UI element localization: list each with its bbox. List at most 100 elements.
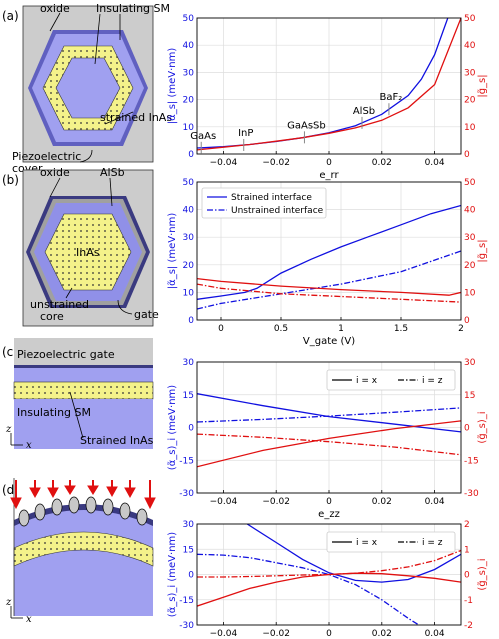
xtick-label: 0.5 xyxy=(274,324,288,334)
chart-c-ezz: −0.04 −0.02 0 0.02 0.04 -30 -15 0 15 30 -30 -15 0 15 3… xyxy=(166,358,488,520)
chart-a-strain: −0.04 −0.02 0 0.02 0.04 0 10 20 30 40 50 0 10 20 30 40 5… xyxy=(166,14,488,181)
ytick-right-label: 50 xyxy=(464,178,476,188)
ytick-left-label: 30 xyxy=(183,520,195,530)
legend-box xyxy=(326,531,456,553)
xlabel: e_zz xyxy=(318,509,340,520)
ylabel-left: |α̃_s| (meV·nm) xyxy=(166,213,178,290)
inas-core xyxy=(44,213,132,291)
label-inas: InAs xyxy=(76,246,100,259)
xtick-label: −0.02 xyxy=(262,629,290,639)
legend-label: Strained interface xyxy=(231,193,312,203)
ylabel-right: (g̃_s)_i xyxy=(476,558,488,590)
legend-label: i = x xyxy=(356,538,378,548)
series-line-3 xyxy=(197,283,461,303)
annotation-label: AlSb xyxy=(353,106,375,117)
axis-x-d: x xyxy=(26,614,32,625)
series-line-0 xyxy=(246,524,461,583)
annotation-label: InP xyxy=(238,128,253,139)
ytick-right-label: -30 xyxy=(464,489,479,499)
series-line-1 xyxy=(197,407,461,423)
annotation-label: GaAs xyxy=(190,131,216,142)
label-strained-inas-c: Strained InAs xyxy=(80,434,154,447)
xtick-label: 0.02 xyxy=(372,158,392,168)
ylabel-left: (α̃_s)_i (meV·nm) xyxy=(166,385,178,470)
ytick-right-label: 0 xyxy=(464,150,470,160)
ytick-right-label: -1 xyxy=(464,596,473,606)
xtick-label: 0.04 xyxy=(425,497,445,507)
plot-frame xyxy=(196,181,462,321)
legend-label: Unstrained interface xyxy=(231,206,324,216)
series-line-1 xyxy=(197,250,461,310)
label-unstrained: unstrained xyxy=(30,298,89,311)
axis-z-d: z xyxy=(5,597,12,608)
ytick-right-label: 40 xyxy=(464,206,476,216)
ytick-right-label: 0 xyxy=(464,424,470,434)
xtick-label: 0 xyxy=(326,629,332,639)
piezo-gate-layer xyxy=(14,338,153,365)
ytick-left-label: 20 xyxy=(183,261,195,271)
schematic-a: (a) oxide Insulating SM strained InAs Pi… xyxy=(2,2,172,175)
annotation-label: GaAsSb xyxy=(287,120,326,131)
ytick-left-label: 0 xyxy=(188,150,194,160)
panel-label-c: (c) xyxy=(2,345,18,359)
xtick-label: −0.02 xyxy=(262,158,290,168)
axis-x-c: x xyxy=(26,440,32,451)
ytick-right-label: 20 xyxy=(464,261,476,271)
legend-box xyxy=(326,369,456,391)
xtick-label: 0 xyxy=(218,324,224,334)
xtick-label: 0 xyxy=(326,158,332,168)
ytick-right-label: 30 xyxy=(464,68,476,78)
label-piezo-gate: Piezoelectric gate xyxy=(17,348,115,361)
piezo-ellipses xyxy=(18,496,148,527)
series-line-1 xyxy=(197,18,461,151)
ytick-left-label: 50 xyxy=(183,178,195,188)
sm-top-c xyxy=(14,368,153,382)
legend-box xyxy=(201,187,327,219)
ytick-right-label: 0 xyxy=(464,571,470,581)
label-alsb: AlSb xyxy=(100,166,125,179)
ytick-left-label: 0 xyxy=(188,316,194,326)
series-line-0 xyxy=(197,204,461,300)
ylabel-right: |g̃_s| xyxy=(476,74,488,97)
ytick-right-label: 30 xyxy=(464,358,476,368)
series-line-2 xyxy=(197,277,461,296)
ylabel-left: (α̃_s)_i (meV·nm) xyxy=(166,532,178,617)
ylabel-right: (g̃_s)_i xyxy=(476,411,488,443)
ytick-left-label: -30 xyxy=(179,489,194,499)
xtick-label: 1.5 xyxy=(394,324,408,334)
ytick-left-label: -15 xyxy=(179,456,194,466)
ytick-left-label: 15 xyxy=(183,391,194,401)
ytick-right-label: 10 xyxy=(464,288,476,298)
ytick-left-label: 40 xyxy=(183,41,195,51)
label-oxide-a: oxide xyxy=(40,2,70,15)
ytick-right-label: 2 xyxy=(464,520,470,530)
oxide-layer-c xyxy=(14,365,153,368)
panel-label-b: (b) xyxy=(2,173,19,187)
xlabel: V_gate (V) xyxy=(303,336,355,347)
legend-label: i = x xyxy=(356,376,378,386)
ytick-left-label: 20 xyxy=(183,96,195,106)
series-line-3 xyxy=(197,433,461,456)
ytick-right-label: -2 xyxy=(464,621,473,631)
xtick-label: 0.02 xyxy=(372,497,392,507)
legend-label: i = z xyxy=(422,538,443,548)
schematic-d: (d) z x xyxy=(2,478,156,625)
axis-z-c: z xyxy=(5,424,12,435)
xtick-label: 0 xyxy=(326,497,332,507)
ytick-left-label: 0 xyxy=(188,571,194,581)
xtick-label: −0.04 xyxy=(210,497,238,507)
legend-label: i = z xyxy=(422,376,443,386)
label-gate: gate xyxy=(134,308,159,321)
chart-d-exz: −0.04−0.0200.020.04-30-1501530-2-1012e_x… xyxy=(166,520,488,639)
panel-label-a: (a) xyxy=(2,9,19,23)
label-insulating-sm-a: Insulating SM xyxy=(96,2,170,15)
ytick-right-label: 40 xyxy=(464,41,476,51)
ytick-left-label: 40 xyxy=(183,206,195,216)
label-strained-inas-a: strained InAs xyxy=(100,111,172,124)
xtick-label: 2 xyxy=(458,324,464,334)
ytick-right-label: 30 xyxy=(464,233,476,243)
series-line-1 xyxy=(197,553,420,625)
series-line-2 xyxy=(197,420,461,468)
